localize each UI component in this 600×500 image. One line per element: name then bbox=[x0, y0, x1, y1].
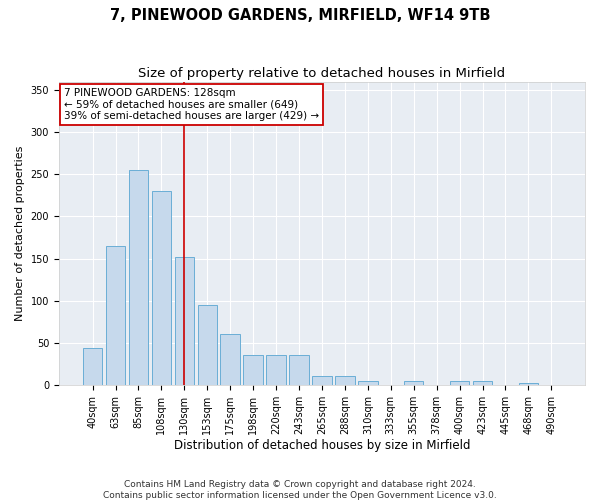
Bar bbox=[450, 382, 469, 385]
Bar bbox=[220, 334, 240, 385]
Bar bbox=[244, 356, 263, 385]
Bar bbox=[518, 383, 538, 385]
Bar bbox=[312, 376, 332, 385]
Bar bbox=[266, 356, 286, 385]
Bar bbox=[404, 382, 424, 385]
Bar bbox=[175, 257, 194, 385]
Text: 7 PINEWOOD GARDENS: 128sqm
← 59% of detached houses are smaller (649)
39% of sem: 7 PINEWOOD GARDENS: 128sqm ← 59% of deta… bbox=[64, 88, 319, 121]
Bar bbox=[83, 348, 103, 385]
Bar bbox=[358, 380, 377, 385]
X-axis label: Distribution of detached houses by size in Mirfield: Distribution of detached houses by size … bbox=[174, 440, 470, 452]
Bar bbox=[197, 305, 217, 385]
Text: 7, PINEWOOD GARDENS, MIRFIELD, WF14 9TB: 7, PINEWOOD GARDENS, MIRFIELD, WF14 9TB bbox=[110, 8, 490, 22]
Bar bbox=[128, 170, 148, 385]
Bar bbox=[106, 246, 125, 385]
Bar bbox=[473, 380, 492, 385]
Text: Contains HM Land Registry data © Crown copyright and database right 2024.
Contai: Contains HM Land Registry data © Crown c… bbox=[103, 480, 497, 500]
Bar bbox=[289, 356, 309, 385]
Bar bbox=[152, 191, 171, 385]
Title: Size of property relative to detached houses in Mirfield: Size of property relative to detached ho… bbox=[139, 68, 506, 80]
Bar bbox=[335, 376, 355, 385]
Y-axis label: Number of detached properties: Number of detached properties bbox=[15, 146, 25, 321]
